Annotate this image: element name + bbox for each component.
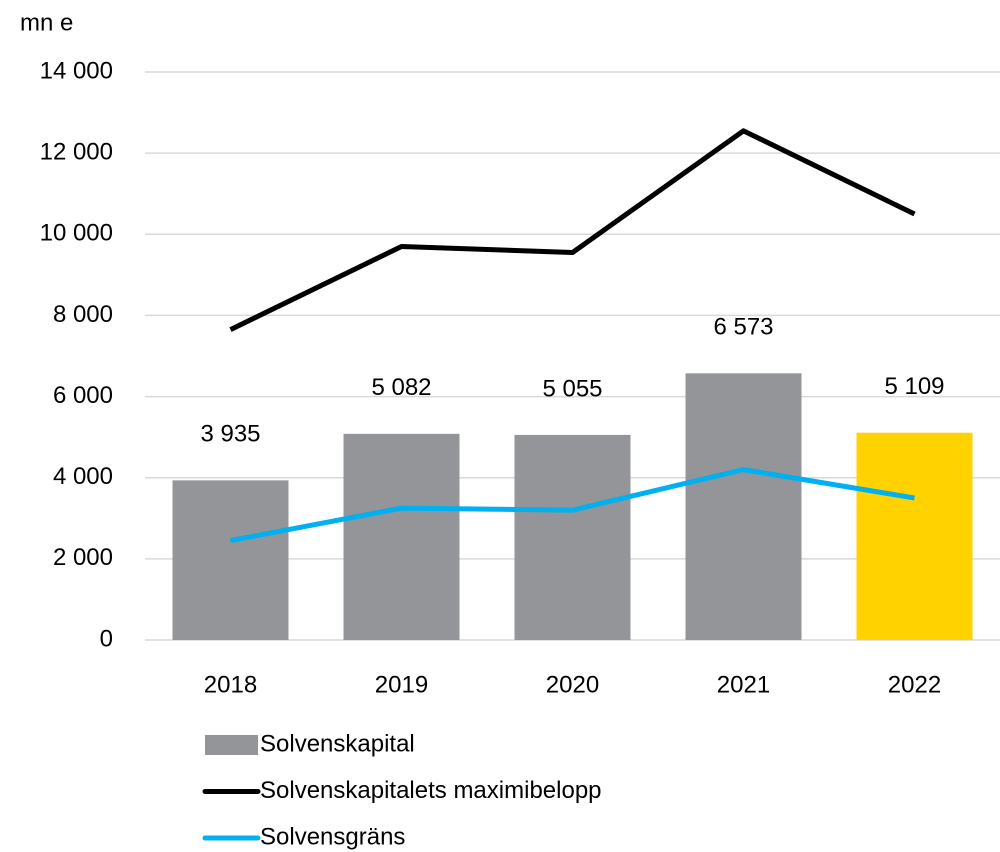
legend-label: Solvensgräns (260, 823, 405, 850)
y-tick-label: 10 000 (40, 220, 113, 247)
y-tick-label: 12 000 (40, 138, 113, 165)
y-tick-label: 4 000 (53, 463, 113, 490)
x-tick-label: 2021 (717, 671, 770, 698)
x-tick-label: 2020 (546, 671, 599, 698)
y-tick-label: 0 (100, 625, 113, 652)
bar (172, 480, 289, 640)
x-tick-label: 2019 (375, 671, 428, 698)
data-label: 6 573 (713, 314, 773, 341)
y-tick-label: 14 000 (40, 57, 113, 84)
line (229, 128, 916, 332)
legend-swatch (205, 735, 258, 755)
bar (856, 432, 973, 640)
bar (685, 373, 802, 640)
bar (343, 433, 460, 640)
data-label: 5 109 (884, 373, 944, 400)
bar (514, 434, 631, 640)
data-label: 3 935 (200, 421, 260, 448)
data-label: 5 082 (371, 374, 431, 401)
x-tick-label: 2018 (204, 671, 257, 698)
y-tick-label: 6 000 (53, 382, 113, 409)
y-axis-unit: mn e (20, 9, 73, 36)
legend-label: Solvenskapitalets maximibelopp (260, 777, 602, 804)
legend-label: Solvenskapital (260, 730, 415, 757)
x-tick-label: 2022 (888, 671, 941, 698)
y-tick-label: 2 000 (53, 544, 113, 571)
y-tick-label: 8 000 (53, 301, 113, 328)
line (230, 467, 915, 544)
data-label: 5 055 (542, 375, 602, 402)
